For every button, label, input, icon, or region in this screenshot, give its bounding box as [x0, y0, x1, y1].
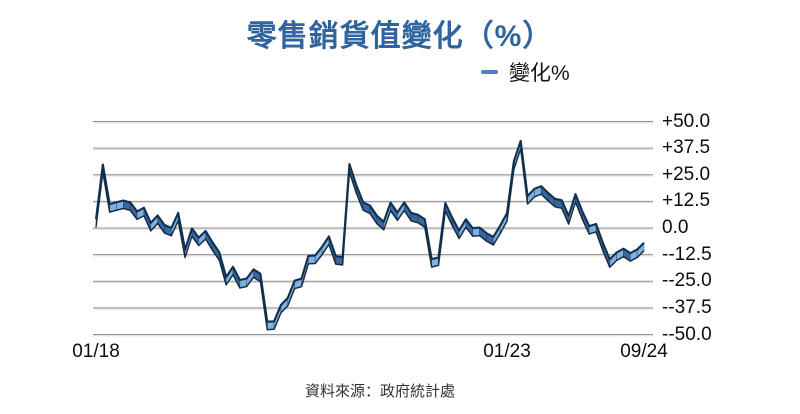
legend-line-marker-icon — [481, 70, 498, 74]
y-tick-label: +12.5 — [662, 190, 711, 212]
legend: 變化% — [481, 57, 570, 87]
y-tick-label: +25.0 — [662, 163, 711, 185]
y-tick-label: +37.5 — [662, 137, 711, 159]
legend-series-label: 變化% — [509, 62, 570, 85]
y-tick-label: +50.0 — [662, 110, 711, 132]
x-tick-label: 09/24 — [620, 341, 668, 362]
y-tick-label: --12.5 — [662, 243, 712, 265]
x-tick-label: 01/23 — [483, 341, 531, 362]
chart-title: 零售銷貨值變化（%） — [246, 20, 554, 53]
y-tick-label: --37.5 — [662, 296, 712, 318]
y-tick-label: --50.0 — [662, 323, 712, 345]
x-tick-label: 01/18 — [72, 341, 120, 362]
y-tick-label: 0.0 — [662, 217, 689, 238]
source-note: 資料來源：政府統計處 — [304, 383, 456, 400]
y-tick-label: --25.0 — [662, 270, 712, 292]
